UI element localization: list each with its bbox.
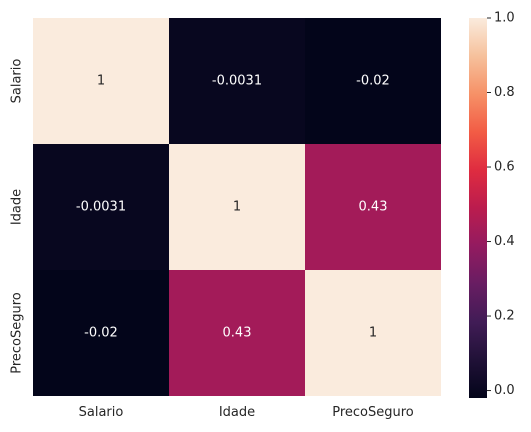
colorbar: 0.0 0.2 0.4 0.6 0.8 1.0	[469, 11, 515, 398]
cell-value: 0.43	[359, 200, 388, 215]
colorbar-tick-label: 0.6	[494, 160, 515, 175]
cell-value: 0.43	[223, 326, 252, 341]
heatmap-cell	[305, 18, 441, 144]
heatmap-cell	[169, 270, 305, 396]
x-tick-label: PrecoSeguro	[332, 405, 414, 420]
colorbar-tick-label: 0.2	[494, 309, 515, 324]
heatmap-cell	[305, 270, 441, 396]
y-tick-label: PrecoSeguro	[10, 292, 25, 374]
cell-value: -0.02	[84, 326, 118, 341]
cell-value: -0.0031	[76, 200, 126, 215]
heatmap-cell	[305, 144, 441, 270]
colorbar-tick-label: 1.0	[494, 11, 515, 26]
x-tick-label: Idade	[219, 405, 255, 420]
y-tick-label: Salario	[10, 59, 25, 104]
colorbar-tick-label: 0.0	[494, 383, 515, 398]
heatmap-cell	[169, 18, 305, 144]
heatmap-cell	[33, 270, 169, 396]
cell-value: 1	[97, 74, 105, 89]
heatmap-cell	[33, 144, 169, 270]
x-tick-label: Salario	[79, 405, 124, 420]
x-axis: Salario Idade PrecoSeguro	[79, 405, 414, 420]
cell-value: -0.02	[356, 74, 390, 89]
cell-value: -0.0031	[212, 74, 262, 89]
colorbar-gradient	[469, 18, 487, 398]
colorbar-ticks: 0.0 0.2 0.4 0.6 0.8 1.0	[487, 11, 515, 398]
heatmap-cell	[169, 144, 305, 270]
colorbar-tick-label: 0.8	[494, 85, 515, 100]
cell-value: 1	[233, 200, 241, 215]
cell-value: 1	[369, 326, 377, 341]
y-tick-label: Idade	[10, 189, 25, 225]
cell-annotations: 1 -0.0031 -0.02 -0.0031 1 0.43 -0.02 0.43 1	[76, 74, 390, 341]
heatmap-cell	[33, 18, 169, 144]
y-axis: Salario Idade PrecoSeguro	[10, 59, 25, 374]
heatmap-cells	[33, 18, 441, 396]
colorbar-tick-label: 0.4	[494, 234, 515, 249]
